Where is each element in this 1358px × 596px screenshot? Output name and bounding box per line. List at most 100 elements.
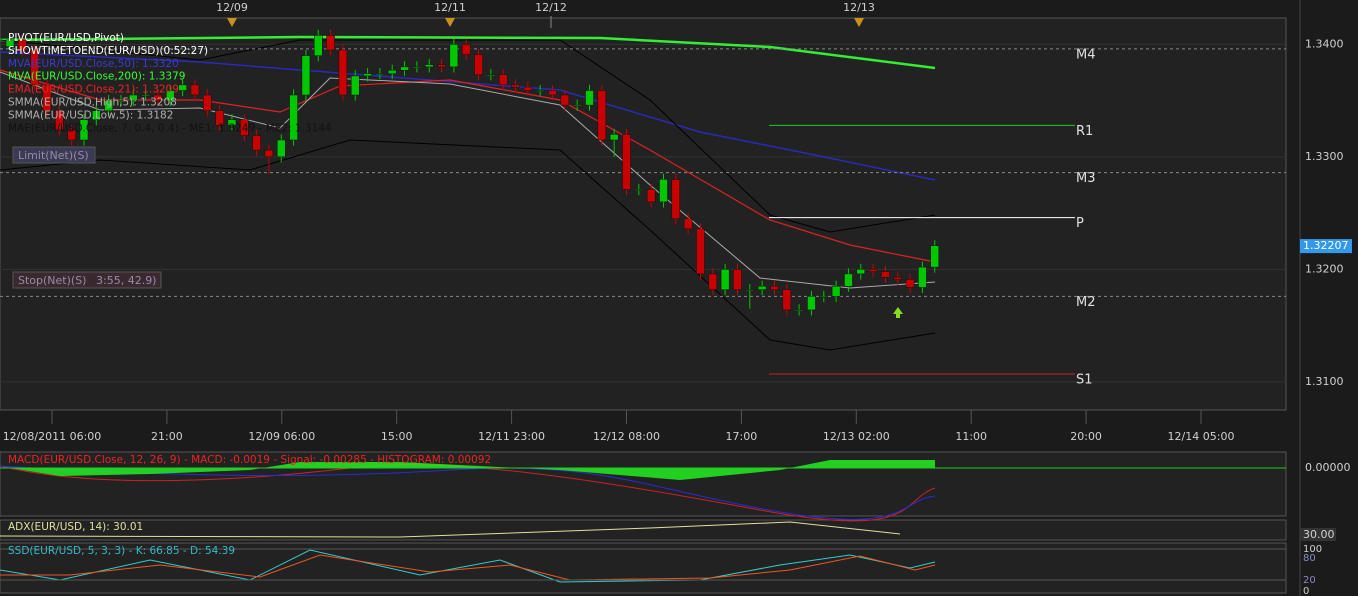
ssd-axis: 100 <box>1303 544 1322 555</box>
macd-panel <box>0 451 1287 517</box>
candle-body <box>523 86 533 91</box>
candle-body <box>683 218 693 230</box>
candle-body <box>240 119 249 136</box>
candle-body <box>264 149 274 158</box>
candle-body <box>449 44 459 68</box>
candle-body <box>104 100 113 111</box>
candle-body <box>486 74 496 76</box>
pivot-label: S1 <box>1076 373 1093 388</box>
candle-body <box>609 134 619 141</box>
adx-axis-box <box>1300 528 1336 541</box>
candle-body <box>868 269 878 272</box>
candle-body <box>67 129 76 141</box>
candle-body <box>166 90 175 101</box>
pivot-label: P <box>1076 216 1084 231</box>
candle-body <box>782 289 792 311</box>
candle-body <box>338 49 348 96</box>
ssd-label: SSD(EUR/USD, 5, 3, 3) - K: 66.85 - D: 54… <box>8 545 235 557</box>
candle-body <box>548 90 557 96</box>
indicator-label: MVA(EUR/USD.Close,50): 1.3320 <box>8 58 179 70</box>
y-tick-label: 1.3100 <box>1305 375 1344 388</box>
time-label: 12/11 23:00 <box>478 430 545 443</box>
stop-value[interactable]: 3:55, 42.9) <box>96 274 156 287</box>
adx-panel <box>0 519 1287 541</box>
stop-label[interactable]: Stop(Net)(S) <box>18 274 86 287</box>
candle-body <box>424 64 434 68</box>
session-marker <box>227 18 237 27</box>
time-label: 20:00 <box>1070 430 1102 443</box>
time-label: 12/08/2011 06:00 <box>3 430 102 443</box>
session-marker <box>445 18 455 27</box>
envelope-lower <box>0 139 936 351</box>
candle-body <box>412 66 422 69</box>
candle-body <box>350 75 360 96</box>
adx-label: ADX(EUR/USD, 14): 30.01 <box>8 521 143 533</box>
current-price-box <box>1300 239 1352 254</box>
indicator-label: SHOWTIMETOEND(EUR/USD)(0:52:27) <box>8 45 208 57</box>
candle-body <box>252 135 261 151</box>
candle-body <box>844 273 853 287</box>
candle-body <box>289 94 298 141</box>
candle-body <box>498 74 508 86</box>
candle-body <box>597 90 607 141</box>
indicator-label: SMMA(EUR/USD.Low,5): 1.3182 <box>8 109 173 121</box>
candle-body <box>819 296 829 298</box>
stop-button[interactable] <box>12 271 162 289</box>
candle-body <box>400 66 409 71</box>
candle-body <box>930 245 939 268</box>
candle-body <box>757 286 767 290</box>
candle-body <box>560 94 570 106</box>
indicator-label: EMA(EUR/USD.Close,21): 1.3209 <box>8 84 179 96</box>
adx-axis: 30.00 <box>1303 528 1335 541</box>
time-label: 12/13 02:00 <box>823 430 890 443</box>
pivot-label: M4 <box>1076 47 1096 62</box>
candle-body <box>79 119 89 141</box>
candle-body <box>474 54 483 75</box>
candle-body <box>881 271 890 278</box>
candle-body <box>277 139 286 158</box>
time-label: 12/09 06:00 <box>248 430 315 443</box>
indicator-label: SMMA(EUR/USD.High,5): 1.3208 <box>8 97 177 109</box>
candle-body <box>807 296 816 311</box>
candle-body <box>893 277 903 280</box>
time-label: 12/12 08:00 <box>593 430 660 443</box>
indicator-label: MAE(EUR/USD.Close, 7, 0.4, 0.4) - ME1: 1… <box>8 122 332 134</box>
candle-body <box>708 273 718 290</box>
candle-body <box>733 269 742 290</box>
time-label: 12/14 05:00 <box>1168 430 1235 443</box>
candle-body <box>794 309 804 312</box>
candle-body <box>363 73 372 77</box>
candle-body <box>720 269 730 290</box>
time-label: 11:00 <box>955 430 987 443</box>
y-tick-label: 1.3200 <box>1305 262 1344 275</box>
macd-line <box>0 464 936 522</box>
candle-body <box>671 179 681 219</box>
candle-body <box>696 228 705 275</box>
candle-body <box>42 84 52 111</box>
limit-button[interactable] <box>12 146 96 164</box>
candle-body <box>437 64 446 68</box>
top-date: 12/12 <box>535 1 567 14</box>
candle-body <box>153 94 163 101</box>
top-date: 12/11 <box>434 1 466 14</box>
candle-body <box>461 44 471 55</box>
candle-body <box>141 94 150 97</box>
candle-body <box>129 94 138 101</box>
candle-body <box>387 70 397 74</box>
adx-line <box>0 521 901 538</box>
pivot-label: R1 <box>1076 124 1093 139</box>
ssd-axis: 20 <box>1303 575 1316 586</box>
candle-body <box>535 90 545 92</box>
pivot-label: M3 <box>1076 171 1096 186</box>
candle-body <box>918 266 927 288</box>
candle-body <box>30 49 39 86</box>
limit-label[interactable]: Limit(Net)(S) <box>18 149 89 162</box>
k-line <box>0 549 936 583</box>
candle-body <box>203 94 212 111</box>
candle-body <box>659 179 668 203</box>
indicator-label: MVA(EUR/USD.Close,200): 1.3379 <box>8 71 185 83</box>
d-line <box>0 554 936 581</box>
top-date: 12/09 <box>216 1 248 14</box>
candle-body <box>511 84 520 88</box>
